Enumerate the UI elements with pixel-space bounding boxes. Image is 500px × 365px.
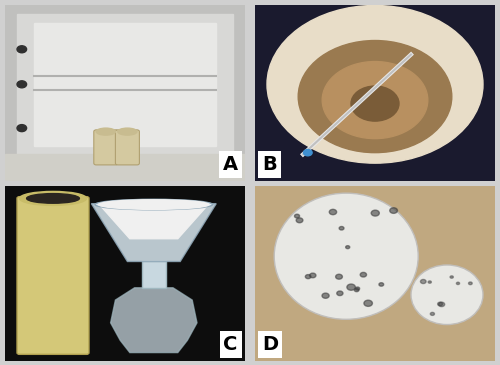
FancyBboxPatch shape [94,130,118,165]
Circle shape [336,274,342,279]
Polygon shape [5,154,245,181]
Circle shape [438,302,444,307]
Polygon shape [5,5,245,181]
Circle shape [428,281,432,283]
Polygon shape [17,14,233,163]
Circle shape [17,46,26,53]
Polygon shape [110,288,197,353]
Circle shape [310,273,316,278]
Circle shape [298,41,452,153]
Text: C: C [224,335,238,354]
Ellipse shape [26,193,80,203]
Circle shape [364,300,372,306]
Circle shape [322,293,329,298]
Circle shape [294,214,300,218]
Circle shape [267,5,483,163]
Polygon shape [255,186,495,361]
Circle shape [306,274,311,278]
Circle shape [420,280,426,284]
Ellipse shape [96,128,116,135]
Circle shape [17,124,26,132]
FancyBboxPatch shape [142,261,166,288]
Circle shape [330,209,336,215]
Circle shape [339,227,344,230]
Circle shape [371,210,380,216]
Circle shape [337,291,343,296]
Circle shape [456,282,460,285]
Ellipse shape [411,265,483,324]
Circle shape [351,86,399,121]
Polygon shape [34,23,216,146]
Ellipse shape [20,191,86,205]
Ellipse shape [274,193,418,319]
Polygon shape [5,186,245,361]
Polygon shape [255,5,495,181]
Circle shape [438,302,442,306]
Circle shape [360,272,366,277]
FancyBboxPatch shape [17,197,89,354]
Text: B: B [262,155,277,174]
Circle shape [322,62,428,139]
Circle shape [450,276,454,278]
Circle shape [390,208,398,214]
Ellipse shape [98,200,209,210]
Circle shape [304,150,312,156]
Circle shape [430,312,434,315]
Circle shape [354,288,359,292]
Polygon shape [98,204,209,239]
Text: A: A [222,155,238,174]
FancyBboxPatch shape [116,130,140,165]
Circle shape [346,246,350,249]
Circle shape [347,284,356,290]
Circle shape [468,282,472,285]
Polygon shape [92,204,216,261]
Ellipse shape [95,199,212,210]
Text: D: D [262,335,278,354]
Circle shape [17,81,26,88]
Circle shape [379,283,384,286]
Circle shape [296,218,303,223]
Ellipse shape [118,128,137,135]
Circle shape [356,287,360,290]
